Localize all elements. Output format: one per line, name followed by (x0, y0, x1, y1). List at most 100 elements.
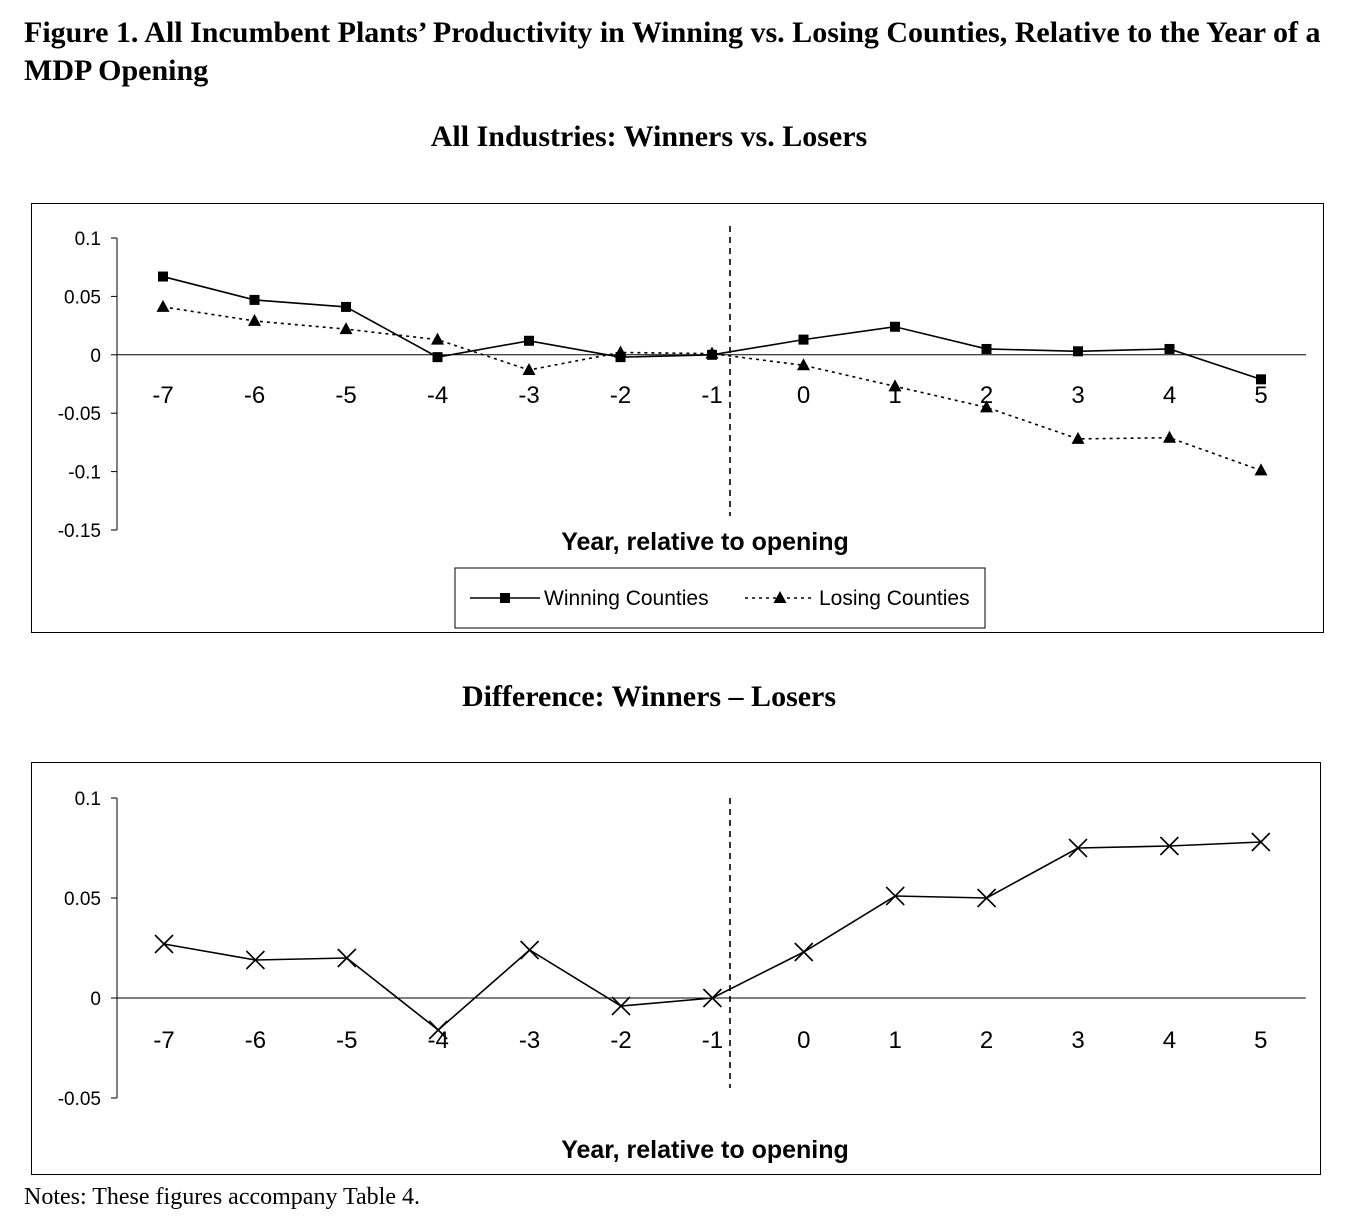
x-tick-label: -2 (610, 382, 631, 409)
x-tick-label: 5 (1254, 382, 1267, 409)
x-tick-label: 0 (797, 382, 810, 409)
x-tick-label: 4 (1163, 382, 1176, 409)
series-marker-triangle (888, 379, 902, 392)
chart-2-plot: 0.1 0.05 0 -0.05 -7 -6 -5 -4 -3 -2 -1 0 1 2 3 4 5 Year, r… (58, 789, 1306, 1164)
x-marker-stroke (1251, 832, 1271, 852)
chart-1-legend: Winning Counties Losing Counties (454, 567, 986, 629)
series-marker-triangle (248, 313, 261, 326)
chart-1-frame (31, 203, 1324, 633)
figure-notes: Notes: These figures accompany Table 4. (24, 1184, 420, 1210)
series-marker-square (1073, 346, 1083, 357)
series-marker-x (977, 888, 997, 908)
series-marker-x (337, 948, 357, 968)
series-marker-square (890, 321, 900, 332)
series-marker-triangle (614, 345, 627, 358)
legend-label-2: Losing Counties (819, 587, 970, 610)
series-marker-triangle (1163, 430, 1176, 443)
y-tick-label: -0.15 (58, 521, 101, 542)
x-marker-stroke (337, 948, 357, 968)
x-marker-stroke (1068, 838, 1088, 858)
x-tick-label: -4 (427, 382, 448, 409)
series-marker-square (1256, 374, 1266, 385)
x-tick-label: -3 (519, 1027, 540, 1054)
x-tick-label: 1 (889, 1027, 902, 1054)
series-marker-triangle (339, 322, 353, 335)
y-tick-label: 0.1 (75, 789, 101, 810)
chart-1-plot: 0.10.050-0.05-0.1-0.15-7 -6 -5 -4 -3 -2 -1 0 1 2 3… (58, 226, 1306, 629)
series-marker-x (520, 940, 540, 960)
series-marker-x (154, 934, 174, 954)
x-marker-stroke (520, 940, 540, 960)
x-marker-stroke (977, 888, 997, 908)
series-marker-triangle (1254, 463, 1268, 476)
series-marker-triangle (705, 346, 719, 359)
x-tick-label: 3 (1071, 1027, 1084, 1054)
series-marker-square (981, 343, 992, 354)
series-marker-triangle (431, 332, 444, 345)
series-marker-triangle (156, 299, 170, 312)
x-marker-stroke (245, 950, 265, 970)
legend-box (454, 567, 986, 629)
x-marker-stroke (428, 1020, 448, 1040)
series-line-1 (162, 275, 1262, 381)
x-tick-label: -6 (245, 1027, 266, 1054)
y-tick-label: -0.1 (68, 463, 101, 484)
series-marker-triangle (522, 362, 536, 375)
y-tick-label: 0 (90, 989, 101, 1010)
series-marker-square (158, 271, 168, 282)
x-tick-label: 2 (980, 382, 993, 409)
series-marker-square (249, 294, 260, 305)
x-marker-stroke (885, 886, 905, 906)
series-marker-square (798, 334, 809, 345)
series-marker-x (611, 996, 631, 1016)
x-tick-label: -3 (518, 382, 539, 409)
x-tick-label: -4 (428, 1027, 449, 1054)
x-tick-label: 4 (1163, 1027, 1176, 1054)
series-marker-x (245, 950, 265, 970)
x-marker-stroke (794, 942, 814, 962)
series-marker-x (794, 942, 814, 962)
x-marker-stroke (1159, 836, 1179, 856)
y-tick-label: -0.05 (58, 1089, 101, 1110)
y-tick-label: 0.05 (64, 889, 101, 910)
x-tick-label: -1 (702, 1027, 723, 1054)
y-tick-label: 0.1 (75, 229, 101, 250)
legend-label-1: Winning Counties (544, 587, 709, 610)
y-tick-label: -0.05 (58, 404, 101, 425)
series-marker-x (702, 988, 722, 1008)
x-tick-label: -7 (152, 382, 173, 409)
x-tick-label: 0 (797, 1027, 810, 1054)
x-tick-label: 3 (1071, 382, 1084, 409)
figure-title: Figure 1. All Incumbent Plants’ Producti… (24, 16, 1321, 87)
x-axis-label: Year, relative to opening (561, 528, 849, 556)
x-tick-label: 5 (1254, 1027, 1267, 1054)
series-marker-square (341, 301, 351, 312)
legend-marker-square (500, 593, 510, 603)
x-marker-stroke (154, 934, 174, 954)
series-marker-square (524, 335, 534, 346)
series-marker-x (885, 886, 905, 906)
series-marker-square (432, 352, 443, 363)
x-tick-label: -7 (153, 1027, 174, 1054)
series-marker-x (1068, 838, 1088, 858)
series-marker-x (1251, 832, 1271, 852)
x-tick-label: -2 (610, 1027, 631, 1054)
series-marker-triangle (980, 400, 993, 413)
y-tick-label: 0 (90, 346, 101, 367)
y-tick-label: 0.05 (64, 287, 101, 308)
series-marker-x (1159, 836, 1179, 856)
series-marker-triangle (797, 358, 810, 371)
series-marker-x (428, 1020, 448, 1040)
x-tick-label: -5 (336, 1027, 357, 1054)
series-marker-triangle (1071, 431, 1085, 444)
chart-1-title: All Industries: Winners vs. Losers (430, 120, 868, 153)
legend-marker-triangle (773, 591, 787, 603)
x-tick-label: -5 (335, 382, 356, 409)
x-tick-label: -1 (701, 382, 722, 409)
x-tick-label: -6 (244, 382, 265, 409)
x-marker-stroke (611, 996, 631, 1016)
x-marker-stroke (702, 988, 722, 1008)
series-marker-square (1164, 343, 1175, 354)
x-tick-label: 2 (980, 1027, 993, 1054)
